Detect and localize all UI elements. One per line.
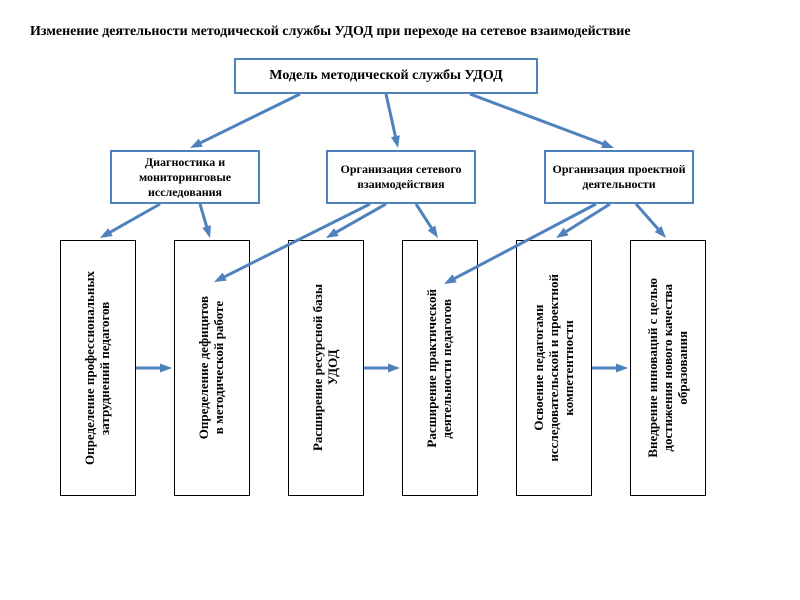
node-root: Модель методической службы УДОД: [234, 58, 538, 94]
node-b3: Расширение ресурсной базы УДОД: [288, 240, 364, 496]
node-network-org: Организация сетевого взаимодействия: [326, 150, 476, 204]
node-project-org: Организация проектной деятельности: [544, 150, 694, 204]
node-b1: Определение профессиональных затруднений…: [60, 240, 136, 496]
node-b4-label: Расширение практической деятельности пед…: [425, 289, 455, 448]
node-project-org-label: Организация проектной деятельности: [550, 162, 688, 192]
node-diagnostics: Диагностика и мониторинговые исследовани…: [110, 150, 260, 204]
node-b2-label: Определение дефицитов в методической раб…: [197, 296, 227, 439]
node-root-label: Модель методической службы УДОД: [269, 68, 502, 84]
node-network-org-label: Организация сетевого взаимодействия: [332, 162, 470, 192]
node-b5-label: Освоение педагогами исследовательской и …: [532, 274, 577, 462]
node-b6: Внедрение инноваций с целью достижения н…: [630, 240, 706, 496]
node-b6-label: Внедрение инноваций с целью достижения н…: [646, 278, 691, 458]
node-diagnostics-label: Диагностика и мониторинговые исследовани…: [116, 155, 254, 200]
node-b5: Освоение педагогами исследовательской и …: [516, 240, 592, 496]
node-b3-label: Расширение ресурсной базы УДОД: [311, 284, 341, 451]
page-title: Изменение деятельности методической служ…: [30, 24, 770, 40]
node-b4: Расширение практической деятельности пед…: [402, 240, 478, 496]
node-b2: Определение дефицитов в методической раб…: [174, 240, 250, 496]
node-b1-label: Определение профессиональных затруднений…: [83, 271, 113, 465]
